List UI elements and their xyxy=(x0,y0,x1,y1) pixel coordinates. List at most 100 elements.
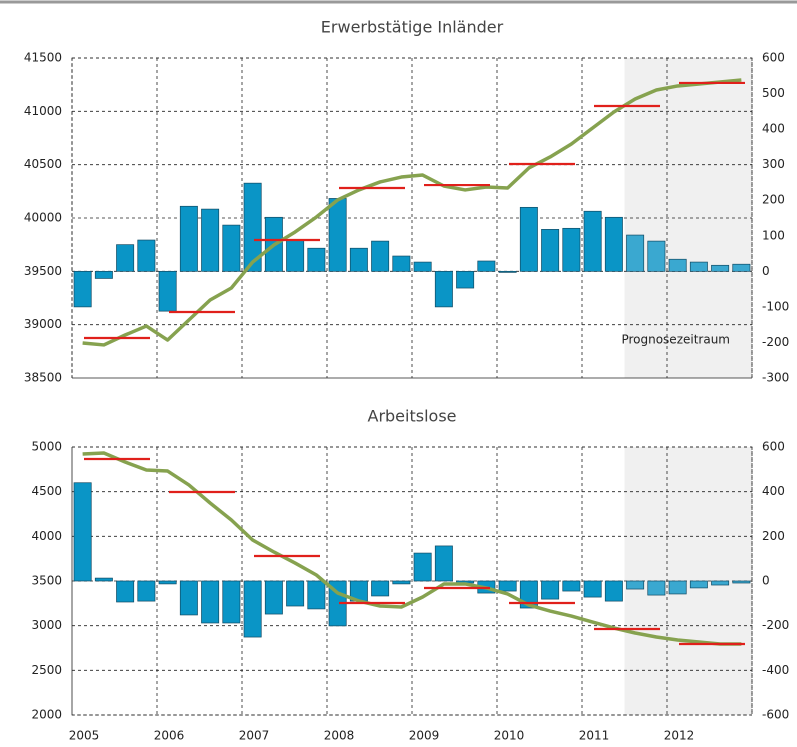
y2-tick-label: 200 xyxy=(762,193,785,207)
bar xyxy=(434,270,453,308)
bar xyxy=(711,580,730,586)
bar xyxy=(689,580,708,589)
y2-tick-label: -300 xyxy=(762,371,789,385)
bar xyxy=(583,210,602,272)
bar xyxy=(647,240,666,272)
forecast-shade xyxy=(624,58,752,378)
y-tick-label: 39500 xyxy=(24,264,62,278)
bar xyxy=(371,240,390,272)
x-tick-label: 2005 xyxy=(69,729,100,743)
bar xyxy=(137,239,156,272)
bar xyxy=(73,270,92,308)
bar xyxy=(647,580,666,596)
bar xyxy=(73,482,92,582)
bar xyxy=(668,258,687,272)
bar xyxy=(158,580,177,585)
bar xyxy=(456,270,475,289)
bar xyxy=(94,270,113,279)
bar xyxy=(541,229,560,272)
y2-tick-label: -600 xyxy=(762,708,789,722)
y2-tick-label: 0 xyxy=(762,264,770,278)
bar xyxy=(562,580,581,592)
bar xyxy=(498,580,517,592)
bar xyxy=(116,244,135,272)
x-tick-label: 2009 xyxy=(409,729,440,743)
bar xyxy=(604,216,623,272)
bar xyxy=(413,261,432,272)
bar xyxy=(94,577,113,582)
bar xyxy=(711,264,730,272)
chart-title: Erwerbstätige Inländer xyxy=(321,18,504,37)
bar xyxy=(222,224,241,272)
x-tick-label: 2006 xyxy=(154,729,185,743)
y2-tick-label: -200 xyxy=(762,618,789,632)
bar xyxy=(413,552,432,582)
bar xyxy=(328,198,347,272)
x-tick-label: 2012 xyxy=(664,729,695,743)
bar xyxy=(116,580,135,603)
bar xyxy=(541,580,560,600)
bar xyxy=(222,580,241,624)
y2-tick-label: -100 xyxy=(762,299,789,313)
bar xyxy=(583,580,602,598)
bar xyxy=(179,205,198,272)
bar xyxy=(392,255,411,272)
bar xyxy=(137,580,156,602)
y2-tick-label: 600 xyxy=(762,440,785,454)
x-tick-label: 2007 xyxy=(239,729,270,743)
x-tick-label: 2008 xyxy=(324,729,355,743)
y-tick-label: 3500 xyxy=(31,574,62,588)
bar xyxy=(498,270,517,273)
y2-tick-label: 400 xyxy=(762,484,785,498)
y2-tick-label: -200 xyxy=(762,335,789,349)
y2-tick-label: 300 xyxy=(762,157,785,171)
y2-tick-label: 600 xyxy=(762,51,785,65)
bar xyxy=(286,580,305,607)
bar xyxy=(434,545,453,582)
x-tick-label: 2011 xyxy=(579,729,610,743)
plot-frame xyxy=(71,57,753,379)
y-tick-label: 4000 xyxy=(31,529,62,543)
y2-tick-label: -400 xyxy=(762,663,789,677)
y-tick-label: 38500 xyxy=(24,371,62,385)
y-tick-label: 41000 xyxy=(24,104,62,118)
bar xyxy=(243,580,262,638)
y-tick-label: 5000 xyxy=(31,440,62,454)
y-tick-label: 41500 xyxy=(24,51,62,65)
y2-tick-label: 0 xyxy=(762,574,770,588)
bar xyxy=(307,247,326,272)
bar xyxy=(307,580,326,610)
bar xyxy=(349,247,368,272)
forecast-shade xyxy=(624,447,752,715)
bar xyxy=(689,261,708,272)
bar xyxy=(732,263,751,272)
bar xyxy=(264,580,283,615)
bar xyxy=(243,182,262,272)
bar xyxy=(179,580,198,616)
bar xyxy=(158,270,177,312)
bar xyxy=(626,234,645,272)
y-tick-label: 39000 xyxy=(24,317,62,331)
y-tick-label: 40500 xyxy=(24,157,62,171)
bar xyxy=(626,580,645,590)
bar xyxy=(392,580,411,585)
y2-tick-label: 200 xyxy=(762,529,785,543)
bar xyxy=(201,208,220,272)
bar xyxy=(604,580,623,602)
y-tick-label: 2500 xyxy=(31,663,62,677)
bar xyxy=(286,240,305,272)
y2-tick-label: 500 xyxy=(762,86,785,100)
bar xyxy=(519,206,538,272)
y-tick-label: 4500 xyxy=(31,484,62,498)
bar xyxy=(477,260,496,272)
bar xyxy=(732,580,751,584)
bar xyxy=(668,580,687,595)
bar xyxy=(562,227,581,272)
annotation: Prognosezeitraum xyxy=(621,333,730,347)
chart-title: Arbeitslose xyxy=(368,407,457,426)
y2-tick-label: 400 xyxy=(762,122,785,136)
y-tick-label: 3000 xyxy=(31,618,62,632)
bar xyxy=(201,580,220,624)
y2-tick-label: 100 xyxy=(762,228,785,242)
